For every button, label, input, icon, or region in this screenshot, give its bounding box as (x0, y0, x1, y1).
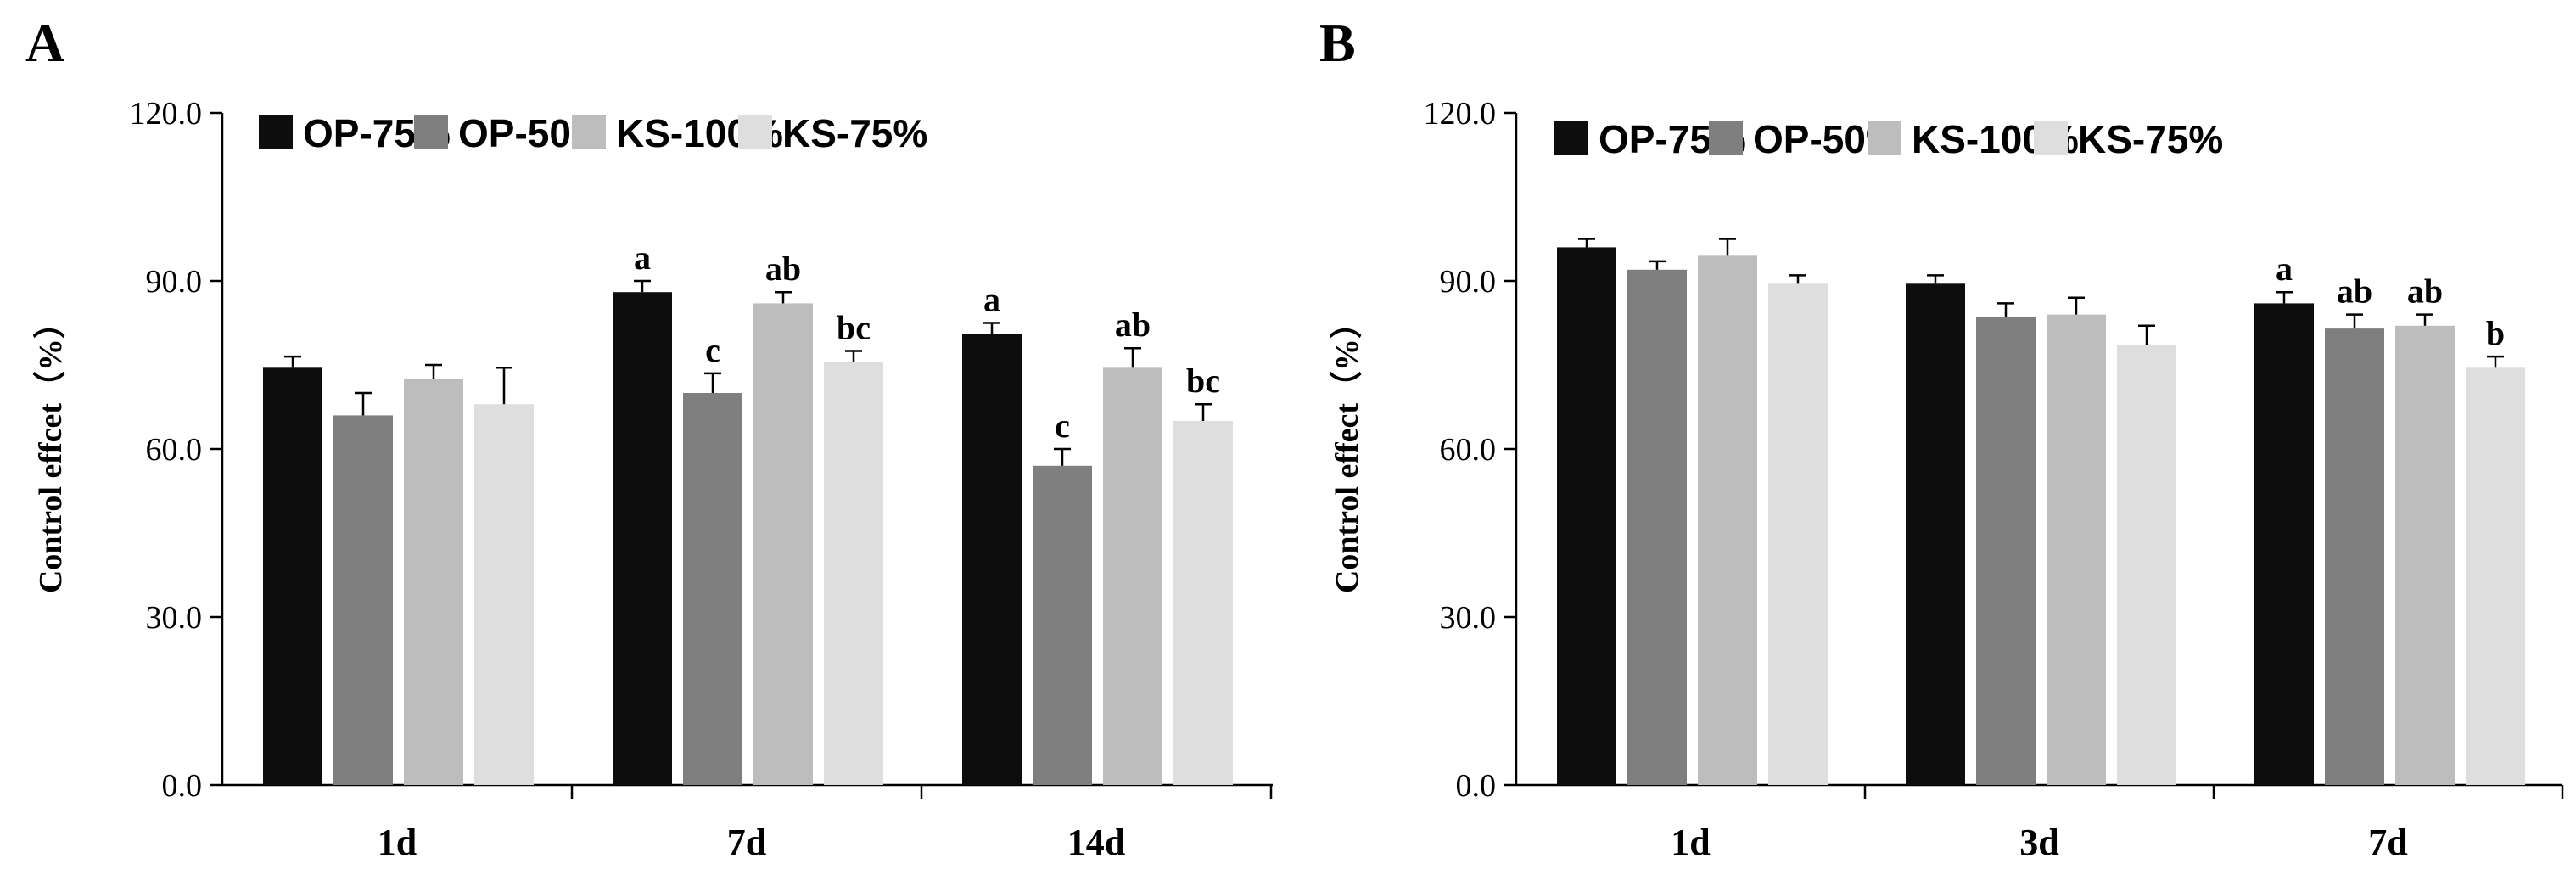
bar (1557, 247, 1616, 785)
y-tick-label: 90.0 (146, 264, 203, 300)
bar (1033, 465, 1092, 785)
panel-b: B Control effect（%） 0.0 30.0 60.0 90.0 120.0… (1319, 13, 2564, 863)
x-category-label: 7d (2368, 822, 2407, 863)
legend-swatch (2034, 121, 2068, 155)
bar (2047, 314, 2106, 786)
x-category-label: 14d (1067, 822, 1125, 863)
significance-label: ab (2407, 272, 2443, 311)
bar (1103, 367, 1162, 785)
significance-label: ab (2337, 272, 2372, 311)
significance-label: a (634, 238, 651, 277)
significance-label: c (1055, 407, 1070, 445)
y-tick-label: 120.0 (130, 96, 203, 132)
bar (404, 379, 463, 785)
bar (263, 367, 322, 785)
legend-label: KS-75% (2078, 117, 2223, 161)
legend-swatch (572, 115, 606, 149)
legend-swatch (1868, 121, 1901, 155)
y-tick-label: 120.0 (1424, 96, 1497, 132)
significance-label: c (705, 331, 720, 369)
x-category-label: 7d (727, 822, 766, 863)
legend-swatch (414, 115, 448, 149)
significance-label: a (983, 281, 1000, 319)
significance-label: ab (1115, 306, 1151, 344)
y-tick-label: 60.0 (1440, 432, 1497, 468)
panel-a: A Control effcet（%） 0.0 30.0 60.0 90.0 120.0… (25, 13, 1273, 863)
bar (962, 334, 1022, 785)
significance-label: bc (1186, 362, 1220, 400)
bar (2254, 303, 2314, 785)
x-category-label: 1d (378, 822, 417, 863)
y-tick-label: 90.0 (1440, 264, 1497, 300)
x-category-label: 3d (2019, 822, 2058, 863)
bar (2466, 367, 2525, 785)
bar (333, 415, 393, 785)
bar (753, 303, 813, 785)
y-tick-label: 30.0 (1440, 600, 1497, 636)
bar (1768, 283, 1828, 785)
y-axis-label: Control effcet（%） (33, 306, 69, 593)
significance-label: ab (765, 250, 801, 288)
bar (1976, 317, 2036, 785)
significance-label: b (2486, 314, 2505, 352)
significance-label: a (2276, 250, 2293, 288)
bar (2117, 345, 2176, 785)
bar (2395, 325, 2455, 785)
legend-swatch (1554, 121, 1588, 155)
y-tick-label: 60.0 (146, 432, 203, 468)
significance-label: bc (837, 309, 871, 347)
bar (683, 393, 742, 785)
bar (2325, 328, 2384, 786)
bar (1698, 255, 1757, 785)
legend-swatch (1709, 121, 1743, 155)
bar (474, 404, 534, 785)
bar (1173, 421, 1233, 785)
bar (1627, 269, 1687, 785)
y-axis-label: Control effect（%） (1330, 306, 1365, 593)
y-tick-label: 0.0 (1456, 768, 1497, 804)
y-tick-label: 0.0 (162, 768, 203, 804)
y-tick-label: 30.0 (146, 600, 203, 636)
x-category-label: 1d (1671, 822, 1710, 863)
bar (824, 362, 883, 785)
panel-letter: B (1319, 13, 1356, 73)
legend-label: KS-75% (782, 111, 927, 155)
bar (613, 292, 672, 785)
legend-swatch (259, 115, 293, 149)
panel-letter: A (25, 13, 64, 73)
legend-swatch (738, 115, 772, 149)
bar (1906, 283, 1965, 785)
